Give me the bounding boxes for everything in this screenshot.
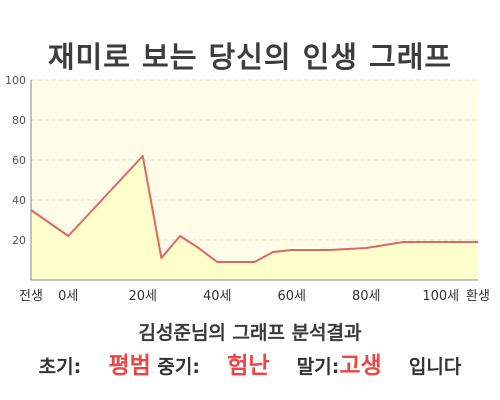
y-tick-label: 100 (5, 74, 26, 87)
x-tick-label: 20세 (128, 289, 157, 304)
x-tick-label: 전생 (19, 289, 43, 304)
x-tick-label: 0세 (58, 289, 78, 304)
life-line (30, 155, 478, 263)
middle-label: 중기: (157, 356, 200, 378)
x-tick-label: 환생 (466, 289, 490, 304)
chart-title: 재미로 보는 당신의 인생 그래프 (47, 40, 453, 74)
x-tick-label: 100세 (422, 289, 459, 304)
y-tick-label: 60 (12, 154, 26, 167)
y-tick-label: 40 (12, 194, 26, 207)
y-tick-label: 20 (12, 234, 26, 247)
ending-text: 입니다 (408, 356, 462, 378)
x-tick-label: 40세 (203, 289, 232, 304)
x-tick-label: 80세 (352, 289, 381, 304)
middle-value: 험난 (227, 353, 270, 379)
early-label: 초기: (38, 356, 82, 378)
late-value: 고생 (339, 353, 382, 379)
y-tick-label: 80 (12, 114, 26, 127)
early-value: 평범 (108, 353, 151, 379)
late-label: 말기: (296, 356, 340, 378)
analysis-summary: 초기: 평범 중기: 험난 말기:고생 입니다 (0, 346, 500, 380)
x-tick-label: 60세 (277, 289, 306, 304)
analysis-subtitle: 김성준님의 그래프 분석결과 (138, 322, 362, 344)
